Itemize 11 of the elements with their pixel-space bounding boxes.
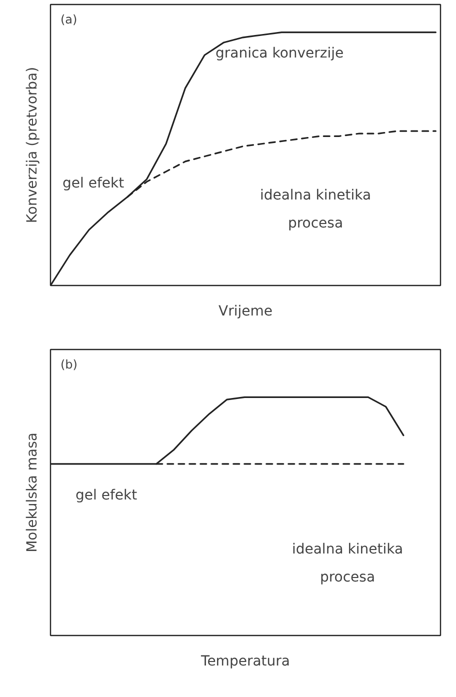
y-axis-title: Molekulska masa <box>24 432 40 552</box>
annotation: gel efekt <box>62 176 125 192</box>
annotation: granica konverzije <box>216 46 344 62</box>
x-axis-title: Temperatura <box>200 654 290 670</box>
y-axis-title: Konverzija (pretvorba) <box>24 66 40 224</box>
annotation: idealna kinetika procesa <box>292 542 404 586</box>
chart-title: (b) <box>60 358 78 372</box>
chart-title: (a) <box>60 12 78 26</box>
x-axis-title: Vrijeme <box>218 304 272 320</box>
annotation: gel efekt <box>76 488 138 504</box>
annotation: idealna kinetika procesa <box>260 188 372 232</box>
